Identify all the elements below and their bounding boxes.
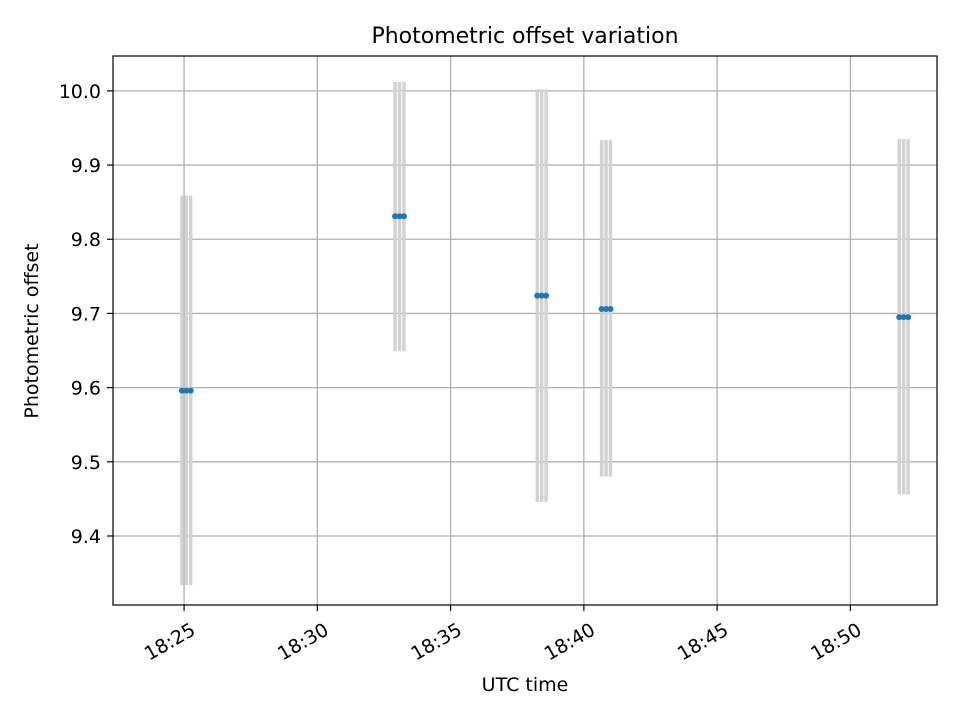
data-point: [896, 314, 903, 321]
data-point: [543, 292, 550, 299]
data-point: [396, 213, 403, 220]
data-point: [183, 387, 190, 394]
y-tick-label: 9.5: [71, 452, 101, 474]
data-point: [900, 314, 907, 321]
axis-ticks: 18:25 18:30 18:35 18:40 18:45 18:50 9.4 9.5 9.6 9…: [59, 81, 866, 665]
grid: [113, 56, 937, 605]
data-point: [400, 213, 407, 220]
data-point: [187, 387, 194, 394]
x-tick-label: 18:35: [407, 619, 465, 665]
y-tick-label: 9.7: [71, 303, 101, 325]
x-tick-label: 18:45: [674, 619, 732, 665]
y-tick-label: 9.9: [71, 155, 101, 177]
error-bars: [180, 81, 910, 585]
data-point: [178, 387, 185, 394]
y-axis-label: Photometric offset: [21, 243, 43, 418]
data-point: [392, 213, 399, 220]
data-point: [538, 292, 545, 299]
y-tick-label: 9.8: [71, 229, 101, 251]
chart-title: Photometric offset variation: [371, 24, 678, 49]
x-tick-label: 18:25: [141, 619, 199, 665]
plot-frame: [112, 55, 938, 606]
x-tick-label: 18:50: [807, 619, 865, 665]
data-point: [598, 305, 605, 312]
data-point: [534, 292, 541, 299]
x-axis-label: UTC time: [482, 674, 569, 696]
data-point: [603, 305, 610, 312]
y-tick-label: 9.4: [71, 526, 101, 548]
y-tick-label: 9.6: [71, 378, 101, 400]
x-tick-label: 18:40: [541, 619, 599, 665]
data-points: [178, 213, 912, 394]
x-tick-label: 18:30: [274, 619, 332, 665]
y-tick-label: 10.0: [59, 81, 101, 103]
data-point: [905, 314, 912, 321]
data-point: [607, 305, 614, 312]
